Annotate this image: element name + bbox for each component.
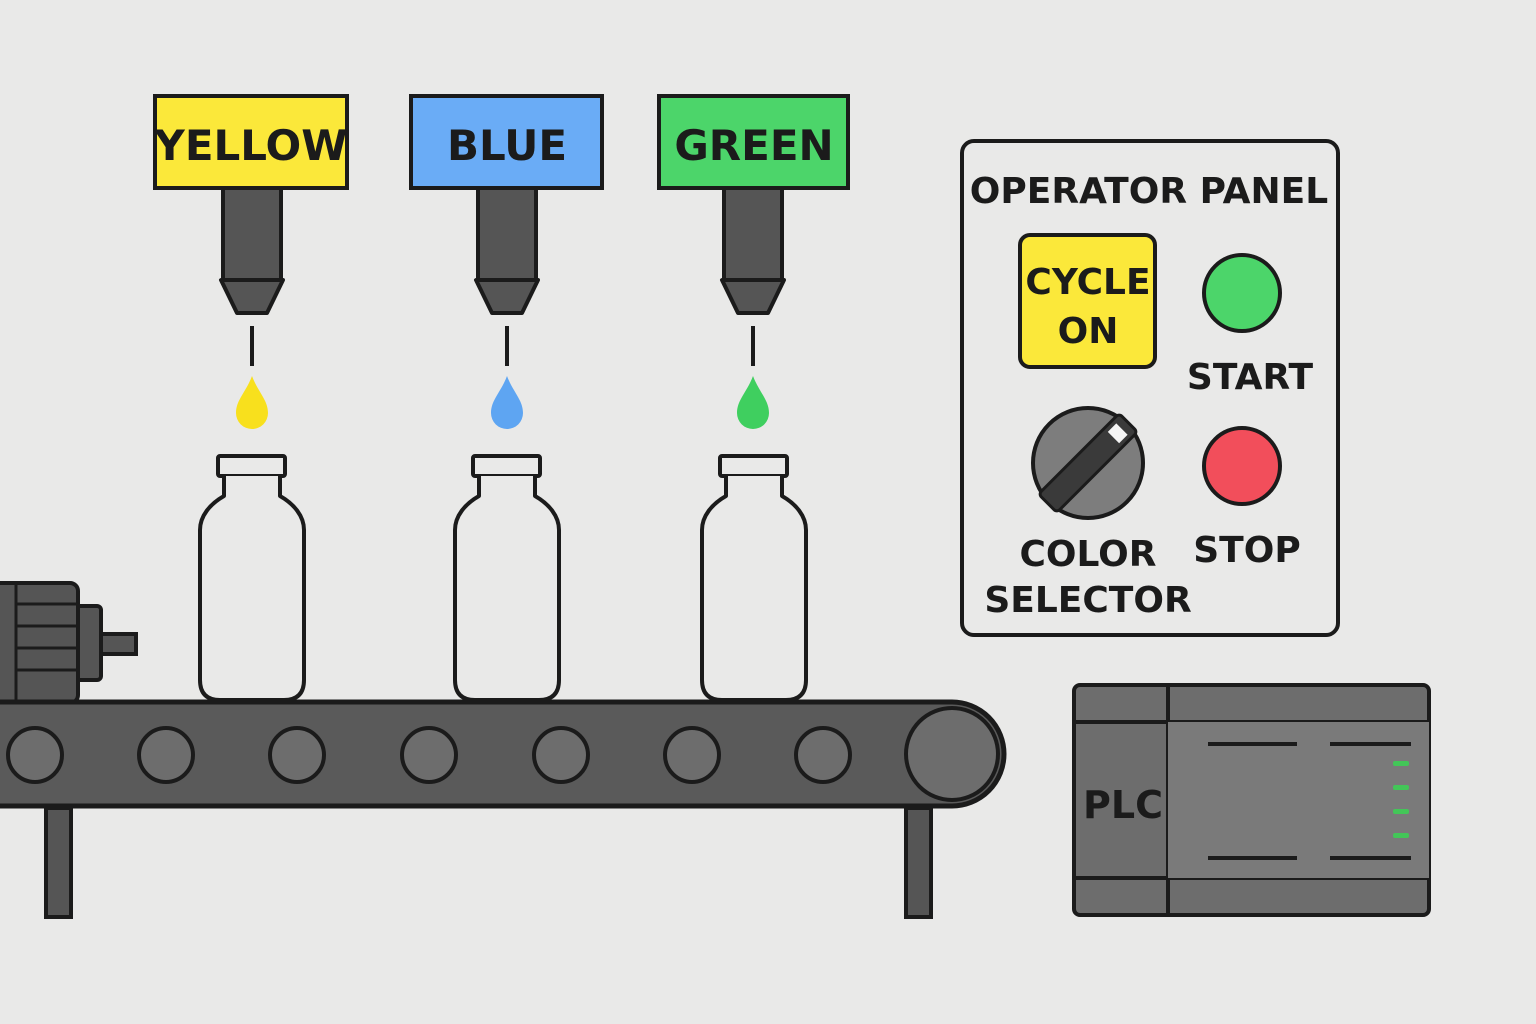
nozzle-body-blue	[476, 186, 538, 282]
dispenser-label-yellow: YELLOW	[153, 121, 347, 170]
drop-yellow	[236, 376, 268, 429]
plc-status-led	[1393, 785, 1409, 790]
conveyor-motor	[0, 581, 138, 705]
conveyor-roller	[268, 726, 326, 784]
bottle-body-3	[700, 476, 808, 702]
drop-blue	[491, 376, 523, 429]
drop-green	[737, 376, 769, 429]
cycle-on-label-line1: CYCLE	[1025, 262, 1150, 303]
dispenser-label-box-green	[657, 94, 850, 190]
plc-label: PLC	[1083, 783, 1163, 827]
plc-status-led	[1393, 809, 1409, 814]
conveyor-roller	[400, 726, 458, 784]
plc-status-led	[1393, 833, 1409, 838]
operator-panel: OPERATOR PANEL CYCLE ON START COLOR SELE…	[960, 139, 1340, 637]
color-selector-knob[interactable]	[1031, 406, 1145, 520]
selector-pointer-mark	[1107, 423, 1128, 444]
dispenser-label-box-blue	[409, 94, 604, 190]
dispenser-label-blue: BLUE	[447, 121, 567, 170]
dispenser-yellow: YELLOW	[153, 94, 349, 429]
plc-module-center	[1168, 722, 1313, 878]
dispenser-label-green: GREEN	[674, 121, 833, 170]
conveyor-leg-left	[44, 806, 73, 919]
start-label: START	[1187, 357, 1314, 398]
bottle-body-1	[198, 476, 306, 702]
selector-label-line2: SELECTOR	[984, 580, 1191, 621]
plc-unit: PLC	[1072, 683, 1431, 917]
bottle-3	[700, 454, 808, 702]
conveyor-roller	[532, 726, 590, 784]
nozzle-body-yellow	[221, 186, 283, 282]
cycle-on-box[interactable]	[1018, 233, 1157, 369]
bottle-cap-2	[471, 454, 542, 478]
selector-label-line1: COLOR	[1019, 534, 1156, 575]
plc-status-led	[1393, 761, 1409, 766]
bottle-1	[198, 454, 306, 702]
bottle-cap-1	[216, 454, 287, 478]
dispenser-blue: BLUE	[409, 94, 604, 429]
bottle-cap-3	[718, 454, 789, 478]
conveyor-roller	[6, 726, 64, 784]
selector-handle	[1038, 413, 1138, 513]
dispenser-green: GREEN	[657, 94, 850, 429]
nozzle-tip-green	[720, 278, 786, 315]
motor-shaft	[96, 632, 138, 656]
start-button[interactable]	[1202, 253, 1282, 333]
conveyor-end-drum	[904, 706, 1000, 802]
conveyor-roller	[794, 726, 852, 784]
conveyor-leg-right	[904, 806, 933, 919]
conveyor	[0, 699, 1007, 919]
cycle-on-indicator[interactable]: CYCLE ON	[1018, 233, 1157, 369]
conveyor-roller	[137, 726, 195, 784]
stop-label: STOP	[1193, 530, 1300, 571]
motor-body	[0, 581, 80, 705]
conveyor-belt	[0, 699, 1007, 809]
bottle-2	[453, 454, 561, 702]
operator-panel-title: OPERATOR PANEL	[970, 171, 1328, 212]
nozzle-body-green	[722, 186, 784, 282]
bottle-body-2	[453, 476, 561, 702]
cycle-on-label-line2: ON	[1058, 311, 1119, 352]
conveyor-roller	[663, 726, 721, 784]
plc-module-right	[1313, 722, 1429, 878]
nozzle-tip-yellow	[219, 278, 285, 315]
nozzle-tip-blue	[474, 278, 540, 315]
stop-button[interactable]	[1202, 426, 1282, 506]
dispenser-label-box-yellow	[153, 94, 349, 190]
